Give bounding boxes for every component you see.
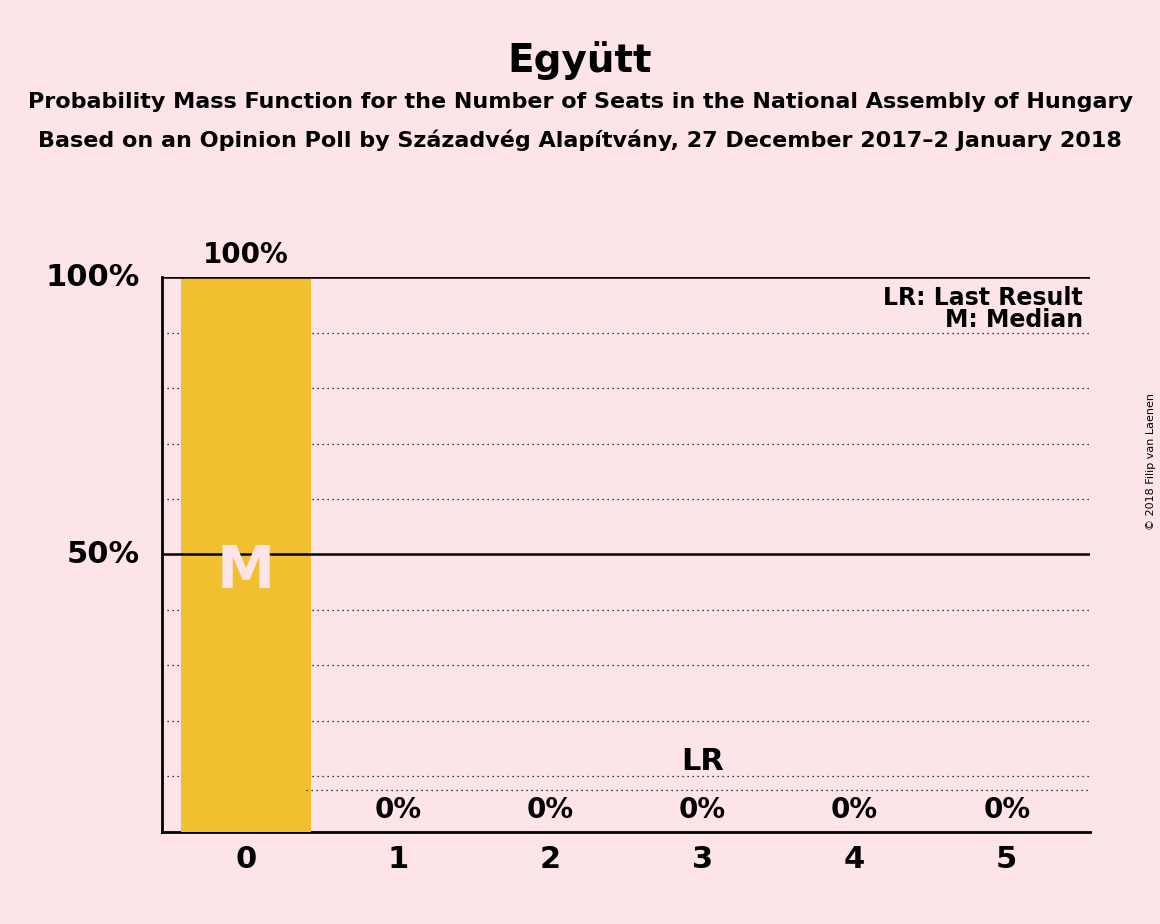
Text: 100%: 100% [203, 241, 289, 269]
Text: 0%: 0% [984, 796, 1030, 823]
Text: M: M [217, 542, 275, 600]
Text: 0%: 0% [679, 796, 726, 823]
Text: 100%: 100% [45, 262, 139, 292]
Text: LR: LR [681, 748, 724, 776]
Text: 50%: 50% [66, 540, 139, 569]
Text: Probability Mass Function for the Number of Seats in the National Assembly of Hu: Probability Mass Function for the Number… [28, 92, 1132, 113]
Text: 0%: 0% [527, 796, 574, 823]
Text: 0%: 0% [375, 796, 422, 823]
Text: © 2018 Filip van Laenen: © 2018 Filip van Laenen [1146, 394, 1155, 530]
Text: LR: Last Result: LR: Last Result [883, 286, 1082, 310]
Text: Együtt: Együtt [508, 42, 652, 80]
Text: 0%: 0% [831, 796, 878, 823]
Bar [181, 277, 311, 832]
Text: Based on an Opinion Poll by Századvég Alapítvány, 27 December 2017–2 January 201: Based on an Opinion Poll by Századvég Al… [38, 129, 1122, 151]
Text: M: Median: M: Median [944, 308, 1082, 332]
